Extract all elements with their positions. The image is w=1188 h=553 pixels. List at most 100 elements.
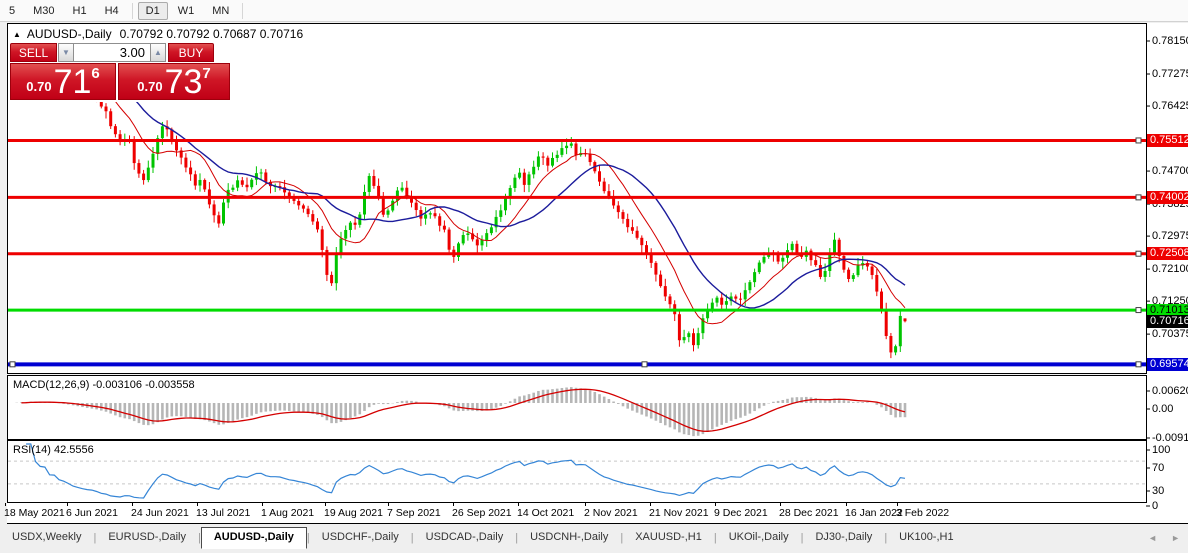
chart-tab-uk100-h1[interactable]: UK100-,H1 xyxy=(899,531,954,543)
hline-0.75512[interactable] xyxy=(8,137,1146,144)
buy-button[interactable]: BUY xyxy=(168,43,214,62)
chevron-up-icon: ▲ xyxy=(154,48,162,57)
chart-tab-xauusd-h1[interactable]: XAUUSD-,H1 xyxy=(635,531,702,543)
tab-separator: | xyxy=(306,531,310,544)
tab-separator: | xyxy=(197,531,201,544)
date-axis-label: 1 Aug 2021 xyxy=(261,507,315,519)
chart-tab-audusd-daily[interactable]: AUDUSD-,Daily xyxy=(200,526,307,549)
toolbar-separator xyxy=(242,2,244,19)
hline-handle[interactable] xyxy=(1135,361,1142,368)
macd-label: MACD(12,26,9) -0.003106 -0.003558 xyxy=(13,379,195,391)
chart-tab-dj30-daily[interactable]: DJ30-,Daily xyxy=(815,531,873,543)
hline-price-box: 0.69574 xyxy=(1147,357,1188,371)
date-axis-label: 9 Dec 2021 xyxy=(714,507,768,519)
one-click-trade-panel: SELL ▼ 3.00 ▲ BUY 0.70 71 6 0.70 73 7 xyxy=(10,43,246,100)
tab-scroll-left-icon[interactable]: ◄ xyxy=(1148,533,1158,543)
hline-handle[interactable] xyxy=(1135,194,1142,201)
date-axis-label: 26 Sep 2021 xyxy=(452,507,512,519)
sell-price-display[interactable]: 0.70 71 6 xyxy=(10,63,116,100)
tab-separator: | xyxy=(713,531,717,544)
rsi-axis-label: 100 xyxy=(1152,444,1171,456)
rsi-plot xyxy=(8,443,1146,499)
candlesticks[interactable] xyxy=(10,49,907,359)
tab-scroll-right-icon[interactable]: ► xyxy=(1171,533,1180,543)
rsi-pane xyxy=(7,440,1147,503)
rsi-axis-label: 70 xyxy=(1152,462,1165,474)
current-price-box: 0.70716 xyxy=(1147,314,1188,328)
chart-ohlc-values: 0.70792 0.70792 0.70687 0.70716 xyxy=(119,27,304,41)
date-axis-label: 21 Nov 2021 xyxy=(649,507,709,519)
hline-price-box: 0.71013 xyxy=(1147,303,1188,317)
date-axis-label: 28 Dec 2021 xyxy=(779,507,839,519)
hline-handle[interactable] xyxy=(1135,307,1142,314)
hline-handle[interactable] xyxy=(1135,250,1142,257)
hline-handle[interactable] xyxy=(641,361,648,368)
hline-handle[interactable] xyxy=(1135,137,1142,144)
buy-price-big: 73 xyxy=(164,63,203,101)
timeframe-button-h4[interactable]: H4 xyxy=(104,4,119,17)
chart-title-bar: ▲ AUDUSD-,Daily 0.70792 0.70792 0.70687 0.… xyxy=(13,27,303,41)
timeframe-button-w1[interactable]: W1 xyxy=(177,4,195,17)
macd-axis-label: -0.009197 xyxy=(1152,432,1188,444)
sell-button[interactable]: SELL xyxy=(10,43,57,62)
timeframe-button-5[interactable]: 5 xyxy=(9,4,16,17)
tab-separator: | xyxy=(93,531,97,544)
hline-0.72508[interactable] xyxy=(8,250,1146,257)
chart-tab-usdx-weekly[interactable]: USDX,Weekly xyxy=(12,531,82,543)
timeframe-button-h1[interactable]: H1 xyxy=(72,4,87,17)
chart-tab-usdchf-daily[interactable]: USDCHF-,Daily xyxy=(321,531,399,543)
hline-0.69574[interactable] xyxy=(8,361,1146,368)
chevron-down-icon: ▼ xyxy=(62,48,70,57)
timeframe-button-m30[interactable]: M30 xyxy=(33,4,55,17)
hline-handle[interactable] xyxy=(9,361,16,368)
toolbar-separator xyxy=(131,2,133,19)
tab-separator: | xyxy=(515,531,519,544)
rsi-axis-label: 30 xyxy=(1152,485,1165,497)
date-axis-label: 19 Aug 2021 xyxy=(324,507,383,519)
date-axis-label: 7 Sep 2021 xyxy=(387,507,441,519)
volume-increase-button[interactable]: ▲ xyxy=(150,43,166,62)
date-axis-label: 14 Oct 2021 xyxy=(517,507,575,519)
macd-axis-label: 0.006202 xyxy=(1152,385,1188,397)
timeframe-toolbar: 5 M30 H1 H4 D1 W1 MN xyxy=(0,0,1188,22)
price-axis-label: 0.72100 xyxy=(1152,263,1188,276)
price-axis-label: 0.70375 xyxy=(1152,328,1188,341)
timeframe-button-mn[interactable]: MN xyxy=(212,4,230,17)
date-axis-label: 13 Jul 2021 xyxy=(196,507,251,519)
date-axis-label: 6 Jun 2021 xyxy=(66,507,118,519)
price-axis-label: 0.72975 xyxy=(1152,230,1188,243)
buy-price-pip: 7 xyxy=(202,65,211,82)
macd-pane xyxy=(7,375,1147,440)
volume-input[interactable]: 3.00 xyxy=(74,43,150,62)
date-axis-label: 2 Nov 2021 xyxy=(584,507,638,519)
hline-0.71013[interactable] xyxy=(8,307,1146,314)
price-axis-label: 0.77275 xyxy=(1152,67,1188,80)
chart-tab-ukoil-daily[interactable]: UKOil-,Daily xyxy=(728,531,789,543)
date-axis-label: 16 Jan 2022 xyxy=(845,507,903,519)
chart-symbol-label: AUDUSD-,Daily xyxy=(26,27,112,41)
price-axis-label: 0.74700 xyxy=(1152,165,1188,178)
hline-0.74002[interactable] xyxy=(8,194,1146,201)
date-axis-label: 18 May 2021 xyxy=(4,507,65,519)
macd-histogram xyxy=(15,387,907,437)
tab-separator: | xyxy=(800,531,804,544)
hline-price-box: 0.75512 xyxy=(1147,133,1188,147)
buy-price-display[interactable]: 0.70 73 7 xyxy=(118,63,230,100)
price-axis-label: 0.78150 xyxy=(1152,35,1188,47)
sell-price-big: 71 xyxy=(53,63,92,101)
chart-tabs-bar: USDX,Weekly | EURUSD-,Daily | AUDUSD-,Daily |… xyxy=(0,524,1188,553)
timeframe-button-d1[interactable]: D1 xyxy=(137,1,168,20)
sell-price-pip: 6 xyxy=(91,65,100,82)
chart-tab-eurusd-daily[interactable]: EURUSD-,Daily xyxy=(108,531,186,543)
tab-separator: | xyxy=(884,531,888,544)
chart-tab-usdcad-daily[interactable]: USDCAD-,Daily xyxy=(425,531,504,543)
volume-decrease-button[interactable]: ▼ xyxy=(58,43,74,62)
collapse-icon[interactable]: ▲ xyxy=(13,30,21,39)
tab-separator: | xyxy=(620,531,624,544)
macd-axis-label: 0.00 xyxy=(1152,403,1174,415)
date-axis-label: 3 Feb 2022 xyxy=(896,507,950,519)
chart-tab-usdcnh-daily[interactable]: USDCNH-,Daily xyxy=(530,531,609,543)
hline-price-box: 0.74002 xyxy=(1147,190,1188,204)
